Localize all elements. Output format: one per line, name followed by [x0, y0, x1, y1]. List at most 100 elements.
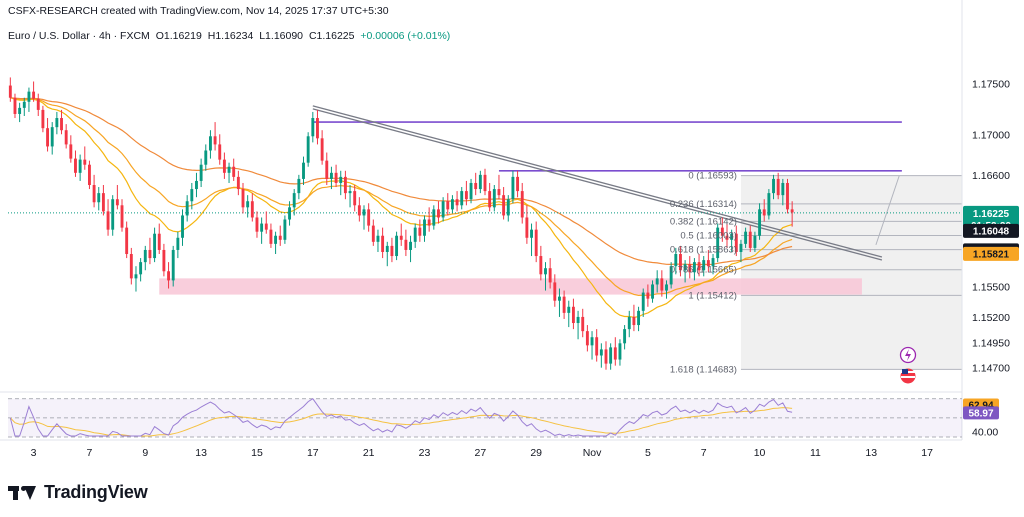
candle-body: [520, 191, 524, 218]
symbol-name[interactable]: Euro / U.S. Dollar · 4h · FXCM: [8, 30, 150, 42]
fib-level-label: 0.786 (1.15665): [670, 265, 737, 276]
symbol-ohlc-legend[interactable]: Euro / U.S. Dollar · 4h · FXCM O1.16219 …: [8, 30, 453, 42]
candle-body: [185, 201, 189, 216]
candle-body: [297, 178, 301, 194]
drawings: [8, 105, 962, 261]
candle-body: [148, 249, 152, 259]
candle-body: [665, 284, 668, 291]
price-axis[interactable]: 1.17500 1.17000 1.16600 1.15500 1.15200 1.149…: [972, 79, 1010, 439]
candle-body: [413, 227, 417, 242]
us-flag-stripe: [901, 376, 915, 378]
candle-body: [18, 107, 22, 114]
candle-body: [697, 262, 701, 271]
price-tag-bg: [963, 246, 1019, 261]
candle-body: [176, 237, 180, 250]
candle-body: [36, 98, 40, 110]
candle-body: [250, 201, 254, 218]
candle-body: [441, 201, 445, 218]
candle-body: [534, 229, 538, 257]
candle-body: [274, 235, 278, 244]
candle-body: [483, 174, 487, 192]
fib-level-label: 0.382 (1.16142): [670, 216, 737, 227]
candle-body: [264, 223, 268, 230]
candle-body: [246, 201, 250, 208]
low-value: L1.16090: [259, 30, 304, 42]
high-value: H1.16234: [207, 30, 254, 42]
candle-body: [157, 233, 161, 250]
candle-body: [111, 199, 115, 230]
rsi-axis-label: 40.00: [972, 426, 998, 438]
candle-body: [353, 191, 357, 206]
time-tick-label: 5: [645, 447, 651, 459]
time-tick-label: 13: [195, 447, 207, 459]
price-tick-label: 1.14950: [972, 337, 1010, 349]
candle-body: [311, 118, 315, 137]
candle-body: [539, 256, 543, 275]
time-tick-label: 9: [142, 447, 148, 459]
candle-body: [753, 235, 757, 248]
candle-body: [790, 209, 794, 213]
fib-level-label: 0.618 (1.15863): [670, 245, 737, 256]
candle-body: [125, 227, 129, 255]
candle-body: [492, 189, 496, 208]
candle-body: [437, 209, 440, 218]
candle-body: [302, 162, 305, 179]
support-zone: [159, 278, 862, 295]
change-value: +0.00006 (+0.01%): [360, 30, 451, 42]
event-icons[interactable]: [899, 346, 917, 384]
fib-labels: 0 (1.16593) 0.236 (1.16314) 0.382 (1.16142…: [670, 171, 737, 376]
candle-body: [343, 176, 347, 194]
candle-body: [199, 164, 203, 181]
candle-body: [78, 159, 82, 173]
close-value: C1.16225: [308, 30, 355, 42]
rsi-line: [9, 398, 793, 437]
time-tick-label: 13: [865, 447, 877, 459]
candle-body: [571, 306, 575, 324]
candle-body: [171, 249, 175, 281]
candle-body: [423, 219, 426, 236]
time-tick-label: 21: [363, 447, 375, 459]
candle-body: [623, 329, 627, 344]
candle-body: [781, 182, 785, 196]
candle-body: [181, 215, 184, 238]
candle-body: [683, 264, 687, 271]
candle-body: [92, 185, 96, 203]
candle-body: [716, 227, 720, 259]
candle-body: [334, 172, 338, 183]
candle-body: [562, 296, 566, 313]
candle-body: [669, 266, 673, 285]
candle-body: [306, 136, 310, 163]
time-tick-label: 27: [475, 447, 487, 459]
descending-trendline: [312, 108, 883, 261]
candle-body: [162, 249, 166, 272]
candle-body: [385, 245, 389, 252]
candle-body: [455, 199, 459, 206]
price-tag-bg: [963, 223, 1019, 238]
candle-body: [32, 91, 36, 99]
candle-body: [101, 193, 105, 212]
candle-body: [688, 264, 692, 273]
candle-body: [604, 349, 608, 364]
fib-level-label: 0 (1.16593): [688, 171, 737, 182]
candle-body: [13, 97, 17, 114]
candle-body: [367, 209, 371, 226]
time-tick-label: 17: [307, 447, 319, 459]
candle-body: [558, 296, 561, 301]
candle-body: [269, 229, 273, 244]
candle-body: [371, 225, 375, 242]
time-tick-label: 11: [810, 447, 821, 459]
candle-body: [432, 209, 436, 226]
candle-body: [41, 109, 45, 129]
candle-body: [208, 136, 212, 151]
fib-level-label: 1 (1.15412): [688, 290, 737, 301]
candle-body: [613, 347, 617, 360]
time-axis[interactable]: 3 7 9 13 15 17 21 23 27 29 Nov 5 7 10 11 13 17: [31, 447, 933, 459]
candle-body: [204, 150, 208, 165]
candle-body: [627, 316, 631, 330]
candle-body: [460, 191, 464, 206]
candle-body: [767, 193, 771, 216]
time-tick-label: 3: [31, 447, 37, 459]
tradingview-logo[interactable]: TradingView: [8, 482, 148, 503]
